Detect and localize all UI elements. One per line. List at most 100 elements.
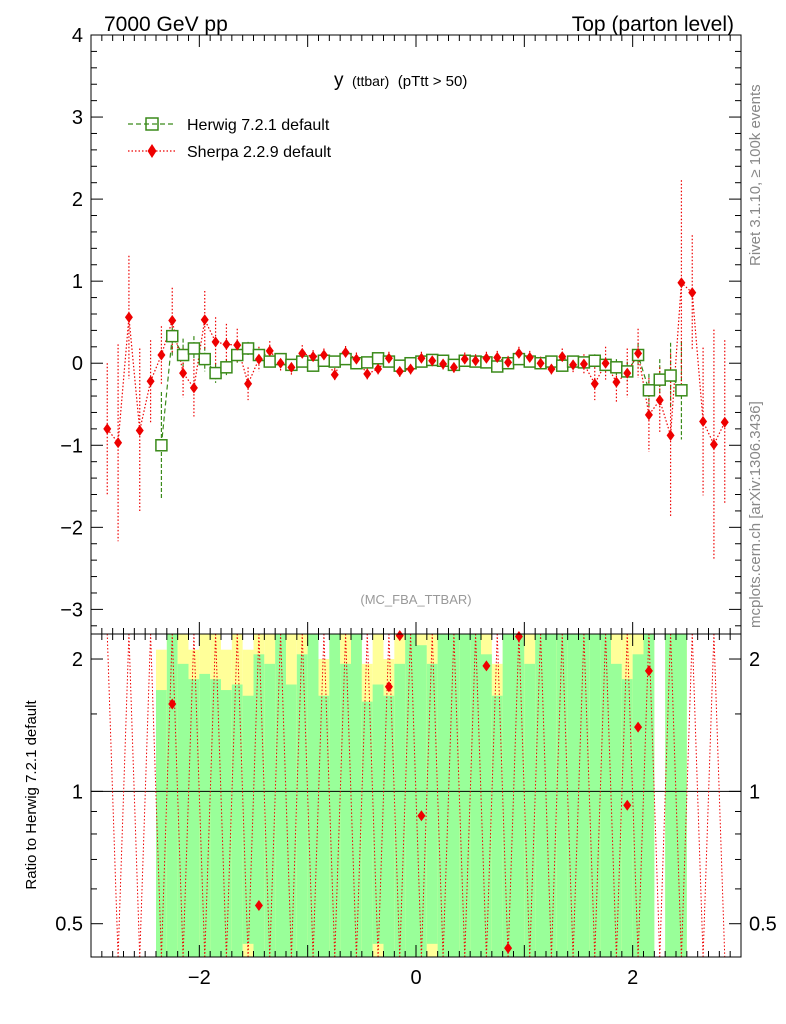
ratio-sherpa-connector bbox=[193, 633, 206, 958]
ratio-sherpa-connector bbox=[323, 633, 336, 958]
herwig-point bbox=[610, 361, 623, 374]
ratio-band-inner bbox=[340, 663, 351, 957]
ratio-sherpa-point bbox=[417, 810, 426, 822]
ratio-sherpa-connector bbox=[399, 633, 412, 958]
ratio-sherpa-connector bbox=[529, 633, 542, 958]
ratio-band-inner bbox=[394, 663, 406, 957]
sherpa-point bbox=[395, 365, 404, 377]
axes: −3 −2 −1 0 1 2 3 4 −2 0 2 0.5 0.5 1 1 2 2 bbox=[55, 25, 777, 989]
sherpa-point bbox=[601, 357, 610, 369]
ratio-band-inner bbox=[275, 634, 286, 957]
ratio-sherpa-connector bbox=[702, 633, 715, 958]
main-y-tick-label: 4 bbox=[72, 25, 83, 47]
sherpa-point bbox=[482, 352, 491, 364]
sherpa-point bbox=[406, 363, 415, 375]
sherpa-point bbox=[309, 351, 318, 363]
sherpa-point bbox=[179, 367, 188, 379]
ratio-sherpa-connector bbox=[561, 633, 574, 958]
herwig-point bbox=[642, 384, 656, 397]
ratio-band-inner bbox=[665, 634, 676, 957]
main-y-tick-label: 1 bbox=[72, 271, 83, 293]
ratio-sherpa-connector bbox=[334, 633, 347, 958]
ratio-sherpa-connector bbox=[215, 633, 227, 958]
ratio-sherpa-connector bbox=[464, 633, 477, 958]
sherpa-point bbox=[471, 355, 480, 367]
ratio-band-inner bbox=[524, 663, 536, 957]
sherpa-point bbox=[298, 347, 307, 359]
rivet-label: Rivet 3.1.10, ≥ 100k events bbox=[747, 84, 764, 266]
ratio-band-inner bbox=[567, 634, 579, 957]
ratio-sherpa-connector bbox=[507, 633, 520, 958]
ratio-sherpa-connector bbox=[626, 633, 639, 958]
ratio-sherpa-connector bbox=[670, 633, 682, 958]
ratio-band-inner bbox=[351, 634, 362, 957]
ratio-sherpa-point bbox=[634, 721, 643, 733]
ratio-sherpa-connector bbox=[106, 633, 119, 958]
header-left: 7000 GeV pp bbox=[104, 13, 228, 36]
ratio-band-inner bbox=[481, 654, 492, 957]
ratio-band-inner bbox=[156, 690, 167, 957]
ratio-sherpa-connector bbox=[128, 633, 141, 958]
sherpa-point bbox=[157, 349, 166, 361]
sherpa-point bbox=[189, 382, 198, 394]
sherpa-point bbox=[709, 438, 718, 450]
sherpa-point bbox=[514, 347, 523, 359]
plot-title-cut: (pTtt > 50) bbox=[398, 73, 468, 90]
sherpa-point bbox=[384, 352, 393, 364]
ratio-sherpa-connector bbox=[366, 633, 379, 958]
ratio-sherpa-connector bbox=[691, 633, 704, 958]
ratio-band-inner bbox=[318, 695, 330, 957]
sherpa-point bbox=[319, 349, 328, 361]
ratio-sherpa-connector bbox=[659, 633, 672, 958]
ratio-sherpa-connector bbox=[648, 633, 661, 958]
ratio-sherpa-connector bbox=[258, 633, 271, 958]
plot-title: y (ttbar) (pTtt > 50) bbox=[334, 70, 467, 91]
herwig-point bbox=[220, 361, 233, 374]
ratio-band-inner bbox=[372, 684, 384, 944]
sherpa-point bbox=[265, 345, 274, 357]
sherpa-point bbox=[569, 359, 578, 371]
herwig-point bbox=[588, 354, 601, 368]
ratio-y-tick-label-left: 2 bbox=[72, 649, 83, 671]
ratio-sherpa-connector bbox=[150, 633, 162, 958]
ratio-sherpa-point bbox=[504, 942, 513, 954]
ratio-sherpa-connector bbox=[139, 633, 152, 958]
sherpa-point bbox=[449, 361, 458, 373]
legend-sherpa-marker bbox=[147, 144, 157, 158]
ratio-panel bbox=[91, 630, 741, 958]
ratio-sherpa-connector bbox=[420, 633, 433, 958]
ratio-sherpa-connector bbox=[160, 633, 173, 958]
ratio-sherpa-connector bbox=[442, 633, 455, 958]
herwig-point bbox=[198, 352, 211, 366]
ratio-band-inner bbox=[329, 634, 341, 957]
ratio-band-inner bbox=[643, 634, 655, 957]
herwig-point bbox=[241, 342, 255, 355]
ratio-sherpa-point bbox=[644, 665, 653, 677]
sherpa-point bbox=[493, 351, 502, 363]
ratio-band-inner bbox=[416, 645, 427, 957]
ratio-band-inner bbox=[242, 695, 254, 944]
ratio-sherpa-point bbox=[254, 900, 263, 912]
ratio-y-tick-label-right: 0.5 bbox=[749, 914, 777, 936]
sherpa-point bbox=[254, 353, 263, 365]
ratio-sherpa-connector bbox=[550, 633, 563, 958]
ratio-sherpa-point bbox=[395, 630, 404, 642]
source-label: mcplots.cern.ch [arXiv:1306.3436] bbox=[747, 401, 764, 628]
herwig-point bbox=[328, 355, 341, 368]
sherpa-point bbox=[287, 361, 296, 373]
ratio-band-inner bbox=[437, 634, 449, 957]
sherpa-point bbox=[114, 437, 123, 449]
ratio-sherpa-connector bbox=[247, 633, 260, 958]
ratio-sherpa-connector bbox=[269, 633, 282, 958]
sherpa-point bbox=[439, 358, 448, 370]
sherpa-point bbox=[363, 368, 372, 380]
sherpa-point bbox=[547, 363, 556, 375]
ratio-band-inner bbox=[188, 679, 200, 957]
ratio-ylabel: Ratio to Herwig 7.2.1 default bbox=[23, 700, 40, 890]
plot-title-main: y bbox=[334, 70, 344, 91]
ratio-band-inner bbox=[296, 654, 308, 957]
sherpa-point bbox=[634, 347, 643, 359]
sherpa-point bbox=[146, 375, 155, 387]
ratio-sherpa-connector bbox=[182, 633, 195, 958]
herwig-point bbox=[155, 439, 168, 452]
